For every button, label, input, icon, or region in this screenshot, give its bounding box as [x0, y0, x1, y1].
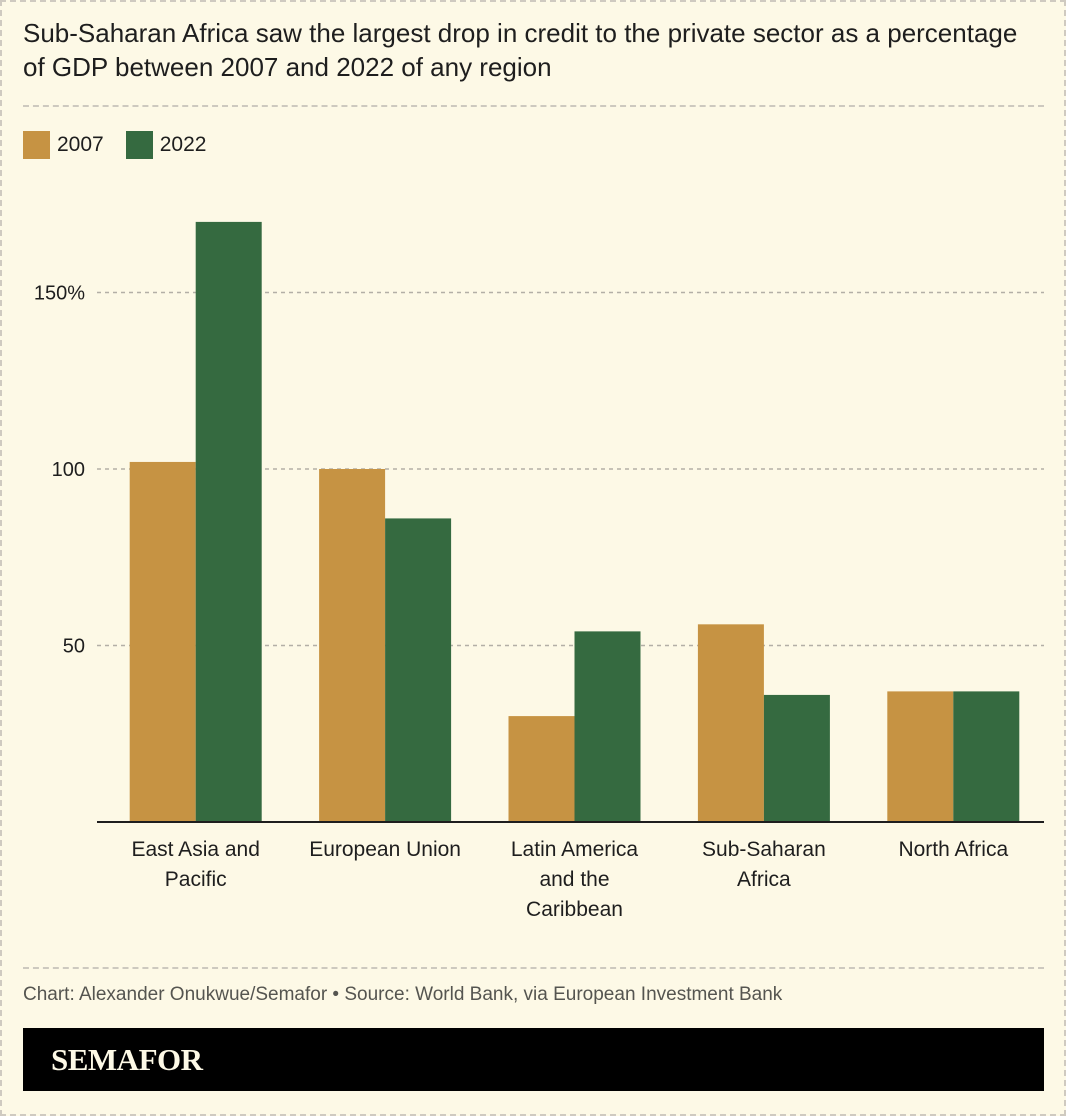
x-tick-label-0: East Asia and — [131, 838, 259, 861]
header-divider — [23, 105, 1044, 107]
bar-chart: 50 100 150% East Asia and Pacific European Un… — [34, 221, 1044, 921]
source-note: Chart: Alexander Onukwue/Semafor • Sourc… — [23, 984, 783, 1005]
y-tick-label-100: 100 — [52, 459, 85, 481]
legend: 2007 2022 — [23, 131, 228, 159]
chart-title: Sub-Saharan Africa saw the largest drop … — [23, 18, 1018, 82]
bar-2007-2 — [508, 716, 575, 822]
legend-swatch-2022 — [125, 131, 153, 159]
legend-label-2007: 2007 — [57, 133, 104, 156]
legend-label-2022: 2022 — [159, 133, 207, 156]
x-tick-label-3: Sub-Saharan — [702, 838, 826, 861]
bar-2022-0 — [195, 221, 262, 822]
semafor-logo: SEMAFOR — [51, 1042, 203, 1077]
legend-swatch-2007 — [23, 131, 50, 159]
y-tick-label-150: 150% — [34, 283, 85, 305]
legend-item-2007: 2007 — [23, 131, 104, 159]
x-tick-label-2: Caribbean — [526, 898, 623, 921]
x-tick-label-1: European Union — [309, 838, 461, 861]
bar-2007-4 — [887, 691, 954, 822]
bar-2007-0 — [129, 461, 196, 822]
x-tick-label-2: and the — [539, 868, 609, 891]
legend-item-2022: 2022 — [125, 131, 207, 159]
footer-bar: SEMAFOR — [23, 1028, 1044, 1091]
x-tick-label-2: Latin America — [511, 838, 639, 861]
x-tick-label-0: Pacific — [165, 868, 227, 891]
bar-2022-3 — [763, 694, 830, 822]
x-tick-label-3: Africa — [737, 868, 791, 891]
bar-2022-1 — [385, 518, 452, 822]
y-tick-label-50: 50 — [63, 636, 85, 658]
footer-divider — [23, 967, 1044, 969]
bar-2007-3 — [697, 624, 764, 822]
bar-2007-1 — [319, 469, 386, 822]
x-tick-label-4: North Africa — [898, 838, 1008, 861]
bar-2022-4 — [953, 691, 1020, 822]
bar-2022-2 — [574, 631, 641, 822]
